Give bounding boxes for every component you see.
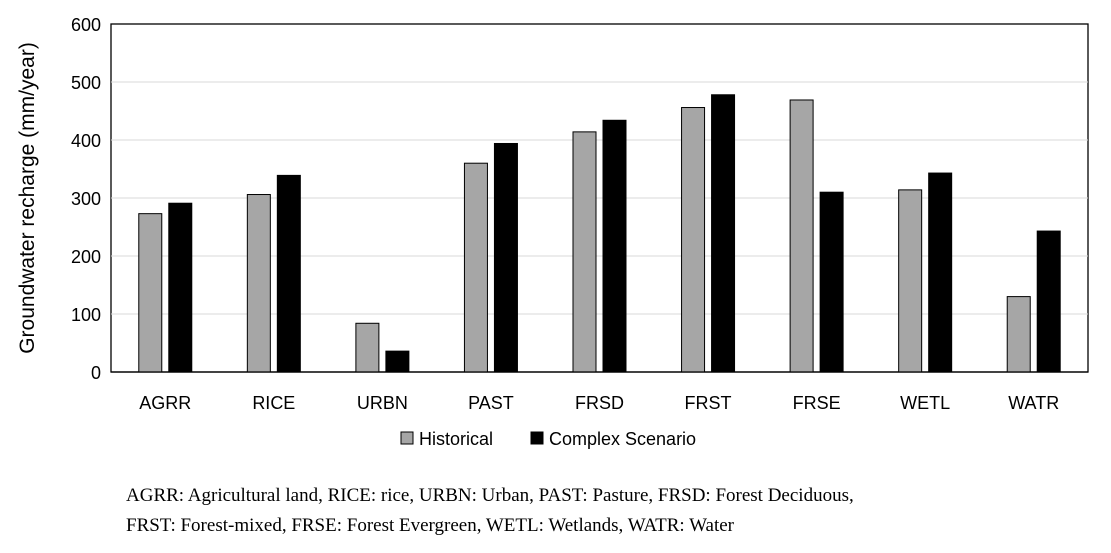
legend-swatch-historical xyxy=(400,431,414,445)
caption-line-2: FRST: Forest-mixed, FRSE: Forest Evergre… xyxy=(126,515,734,536)
y-tick-label: 600 xyxy=(71,15,101,35)
legend-label-historical: Historical xyxy=(419,429,493,449)
x-tick-label: FRSD xyxy=(575,393,624,413)
bar-historical xyxy=(355,322,380,373)
bar-historical xyxy=(246,194,271,373)
bar-complex-scenario xyxy=(602,119,627,373)
bar-complex-scenario xyxy=(168,202,193,373)
legend-swatch-complex-scenario xyxy=(530,431,544,445)
bar-complex-scenario xyxy=(928,172,953,373)
y-tick-label: 300 xyxy=(71,189,101,209)
x-tick-label: WATR xyxy=(1008,393,1059,413)
bar-historical xyxy=(572,131,597,373)
bar-historical xyxy=(1006,296,1031,373)
y-tick-label: 400 xyxy=(71,131,101,151)
bar-complex-scenario xyxy=(819,191,844,373)
y-axis-title: Groundwater recharge (mm/year) xyxy=(16,42,39,354)
bar-historical xyxy=(681,107,706,373)
y-tick-label: 500 xyxy=(71,73,101,93)
x-tick-label: RICE xyxy=(252,393,295,413)
bar-complex-scenario xyxy=(276,174,301,373)
y-tick-label: 200 xyxy=(71,247,101,267)
x-tick-label: FRSE xyxy=(793,393,841,413)
bar-complex-scenario xyxy=(711,94,736,373)
bar-chart: 0 100 200 300 400 500 600 AGRR RICE URBN PAST FRSD F… xyxy=(16,15,1089,449)
bar-complex-scenario xyxy=(1036,230,1061,373)
x-tick-label: PAST xyxy=(468,393,514,413)
caption-line-1: AGRR: Agricultural land, RICE: rice, URB… xyxy=(126,485,854,506)
y-tick-label: 100 xyxy=(71,305,101,325)
bar-complex-scenario xyxy=(385,350,410,373)
x-tick-label: URBN xyxy=(357,393,408,413)
x-tick-label: FRST xyxy=(685,393,732,413)
bar-historical xyxy=(789,99,814,373)
y-tick-label: 0 xyxy=(91,363,101,383)
x-tick-label: WETL xyxy=(900,393,950,413)
bar-complex-scenario xyxy=(493,142,518,373)
bar-historical xyxy=(898,189,923,373)
legend-label-complex-scenario: Complex Scenario xyxy=(549,429,696,449)
bar-historical xyxy=(138,213,163,373)
x-tick-label: AGRR xyxy=(139,393,191,413)
bar-historical xyxy=(463,162,488,373)
